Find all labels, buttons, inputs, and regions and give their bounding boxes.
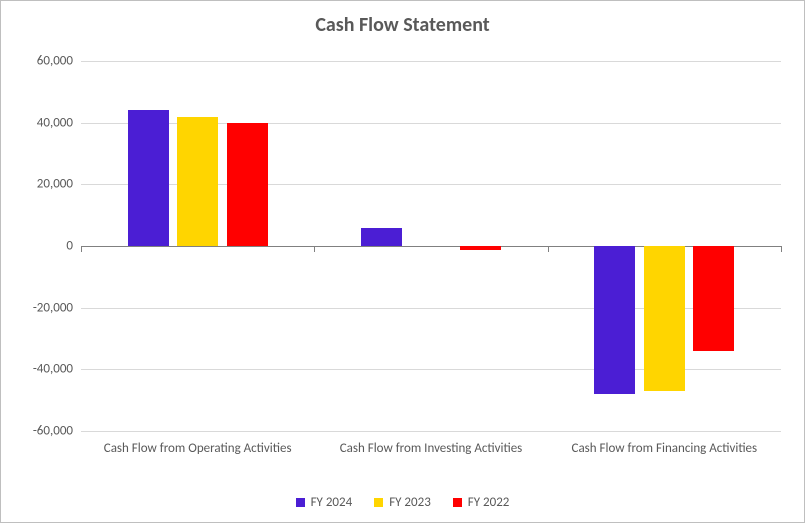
y-tick-label: -20,000	[33, 300, 81, 315]
legend-swatch	[453, 498, 462, 507]
bar	[361, 228, 402, 247]
legend-item: FY 2022	[453, 495, 510, 510]
plot-area: -60,000-40,000-20,000020,00040,00060,000…	[81, 61, 781, 431]
x-category-tick	[781, 246, 782, 252]
legend: FY 2024 FY 2023 FY 2022	[1, 495, 804, 510]
x-category-label: Cash Flow from Operating Activities	[81, 441, 314, 456]
x-category-label: Cash Flow from Financing Activities	[548, 441, 781, 456]
y-tick-label: 60,000	[37, 54, 81, 69]
gridline	[81, 431, 781, 432]
bar	[693, 246, 734, 351]
bar	[128, 110, 169, 246]
legend-swatch	[374, 498, 383, 507]
x-category-tick	[314, 246, 315, 252]
gridline	[81, 61, 781, 62]
chart-frame: Cash Flow Statement -60,000-40,000-20,00…	[0, 0, 805, 523]
y-tick-label: -60,000	[33, 424, 81, 439]
bar	[177, 117, 218, 247]
legend-label: FY 2024	[311, 495, 353, 510]
y-tick-label: 0	[66, 239, 81, 254]
x-category-tick	[81, 246, 82, 252]
x-category-tick	[548, 246, 549, 252]
legend-label: FY 2022	[468, 495, 510, 510]
legend-item: FY 2023	[374, 495, 431, 510]
x-category-label: Cash Flow from Investing Activities	[314, 441, 547, 456]
bar	[594, 246, 635, 394]
chart-title: Cash Flow Statement	[1, 13, 804, 37]
legend-swatch	[296, 498, 305, 507]
legend-item: FY 2024	[296, 495, 353, 510]
bar	[460, 246, 501, 250]
bar	[644, 246, 685, 391]
y-tick-label: 40,000	[37, 115, 81, 130]
legend-label: FY 2023	[389, 495, 431, 510]
y-tick-label: 20,000	[37, 177, 81, 192]
bar	[227, 123, 268, 246]
y-tick-label: -40,000	[33, 362, 81, 377]
